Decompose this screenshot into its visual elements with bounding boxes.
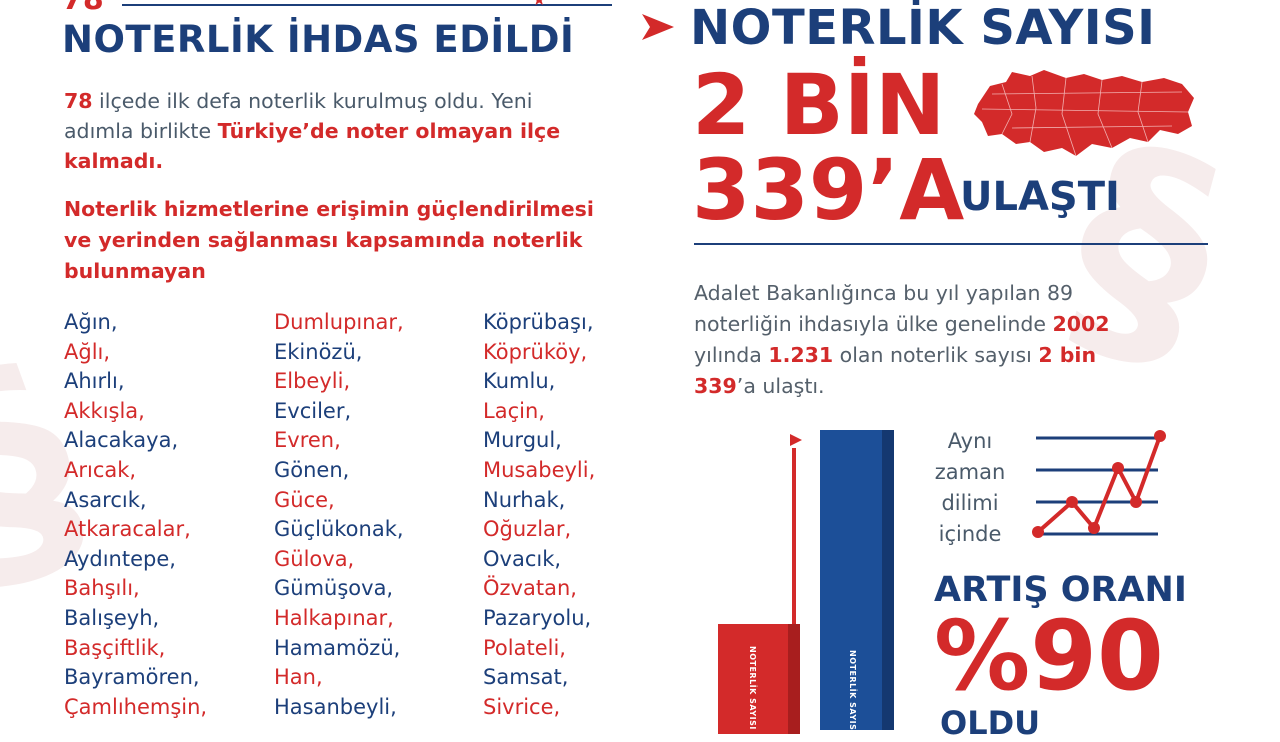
district-item: Gülova, <box>274 546 355 571</box>
scope-paragraph: Noterlik hizmetlerine erişimin güçlendir… <box>64 197 594 283</box>
bar-label: NOTERLİK SAYISI <box>748 646 757 730</box>
description-text: yılında <box>694 343 769 367</box>
turkey-map-icon <box>974 70 1194 157</box>
district-item: Kumlu, <box>483 369 556 394</box>
district-item: Çamlıhemşin, <box>64 694 208 719</box>
left-title: NOTERLİK İHDAS EDİLDİ <box>62 18 575 61</box>
description-new-count: 2 bin 339 <box>694 343 1097 398</box>
bar-side <box>882 430 894 730</box>
big-number-line-1: 2 BİN <box>692 56 946 154</box>
period-line: içinde <box>938 522 1002 546</box>
district-item: Güçlükonak, <box>274 517 404 542</box>
intro-paragraph: 78 ilçede ilk defa noterlik kurulmuş old… <box>64 86 584 176</box>
district-item: Bahşılı, <box>64 576 140 601</box>
district-item: Oğuzlar, <box>483 517 572 542</box>
flag-icon <box>790 434 802 446</box>
rate-title: ARTIŞ ORANI <box>934 570 1187 610</box>
district-column-1: Ağın, Ağlı, Ahırlı, Akkışla, Alacakaya, Arıca… <box>64 308 207 722</box>
district-item: Ağın, <box>64 310 118 334</box>
reached-label: ULAŞTI <box>960 174 1120 220</box>
district-item: Akkışla, <box>64 398 145 423</box>
district-item: Evren, <box>274 428 341 453</box>
district-item: Balışeyh, <box>64 605 160 630</box>
bar-side <box>788 624 800 734</box>
bar-label: NOTERLİK SAYISI <box>848 650 857 734</box>
description-paragraph: Adalet Bakanlığınca bu yıl yapılan 89 no… <box>694 278 1164 402</box>
chevron-right-icon <box>642 14 674 40</box>
district-item: Hasanbeyli, <box>274 694 397 719</box>
district-item: Ekinözü, <box>274 339 363 364</box>
district-item: Laçin, <box>483 398 545 423</box>
district-item: Bayramören, <box>64 665 200 690</box>
district-item: Sivrice, <box>483 694 561 719</box>
district-item: Hamamözü, <box>274 635 401 660</box>
district-item: Aydıntepe, <box>64 546 176 571</box>
district-item: Asarcık, <box>64 487 147 512</box>
period-line: Aynı <box>947 429 993 453</box>
district-item: Dumlupınar, <box>274 310 404 334</box>
divider <box>122 4 612 6</box>
district-item: Ağlı, <box>64 339 111 364</box>
district-item: Evciler, <box>274 398 352 423</box>
district-item: Gümüşova, <box>274 576 394 601</box>
period-line: zaman <box>934 460 1006 484</box>
rate-value: %90 <box>934 600 1164 712</box>
intro-highlight: Türkiye’de noter olmayan ilçe kalmadı. <box>64 119 561 173</box>
district-item: Musabeyli, <box>483 457 596 482</box>
district-item: Ovacık, <box>483 546 562 571</box>
district-column-2: Dumlupınar, Ekinözü, Elbeyli, Evciler, Evren… <box>274 308 404 722</box>
district-item: Köprübaşı, <box>483 310 594 334</box>
district-item: Samsat, <box>483 665 569 690</box>
district-item: Atkaracalar, <box>64 517 191 542</box>
bar-2002: NOTERLİK SAYISI <box>718 624 800 734</box>
district-item: Gönen, <box>274 457 350 482</box>
period-line: dilimi <box>941 491 999 515</box>
trend-line-icon <box>1032 430 1166 538</box>
star-icon: ★ <box>532 0 546 9</box>
top-header-fragment: 78 ★ <box>62 0 612 17</box>
big-number-line-2: 339’A <box>692 141 965 239</box>
district-item: Ahırlı, <box>64 369 125 394</box>
description-text: olan noterlik sayısı <box>833 343 1039 367</box>
district-item: Murgul, <box>483 428 562 453</box>
description-old-count: 1.231 <box>768 343 834 367</box>
district-item: Köprüköy, <box>483 339 588 364</box>
district-item: Elbeyli, <box>274 369 351 394</box>
flag-pole <box>792 448 796 638</box>
description-text: ’a ulaştı. <box>736 374 825 398</box>
district-item: Han, <box>274 665 323 690</box>
right-title: NOTERLİK SAYISI <box>690 0 1156 56</box>
intro-text: ilçede ilk defa noterlik kurulmuş oldu. … <box>64 89 533 143</box>
district-item: Nurhak, <box>483 487 566 512</box>
bar-current: NOTERLİK SAYISI <box>820 430 894 734</box>
period-label: Aynı zaman dilimi içinde <box>920 426 1020 550</box>
top-number-fragment: 78 <box>62 0 104 17</box>
district-item: Özvatan, <box>483 576 577 601</box>
district-item: Başçiftlik, <box>64 635 166 660</box>
intro-count: 78 <box>64 89 93 113</box>
district-item: Alacakaya, <box>64 428 179 453</box>
description-text: Adalet Bakanlığınca bu yıl yapılan 89 no… <box>694 281 1074 336</box>
district-item: Güce, <box>274 487 335 512</box>
district-item: Pazaryolu, <box>483 605 592 630</box>
district-column-3: Köprübaşı, Köprüköy, Kumlu, Laçin, Murgul, Mu… <box>483 308 595 722</box>
divider <box>694 243 1208 245</box>
district-item: Halkapınar, <box>274 605 394 630</box>
description-year: 2002 <box>1052 312 1110 336</box>
rate-suffix: OLDU <box>940 704 1041 742</box>
district-item: Polateli, <box>483 635 566 660</box>
district-item: Arıcak, <box>64 457 137 482</box>
